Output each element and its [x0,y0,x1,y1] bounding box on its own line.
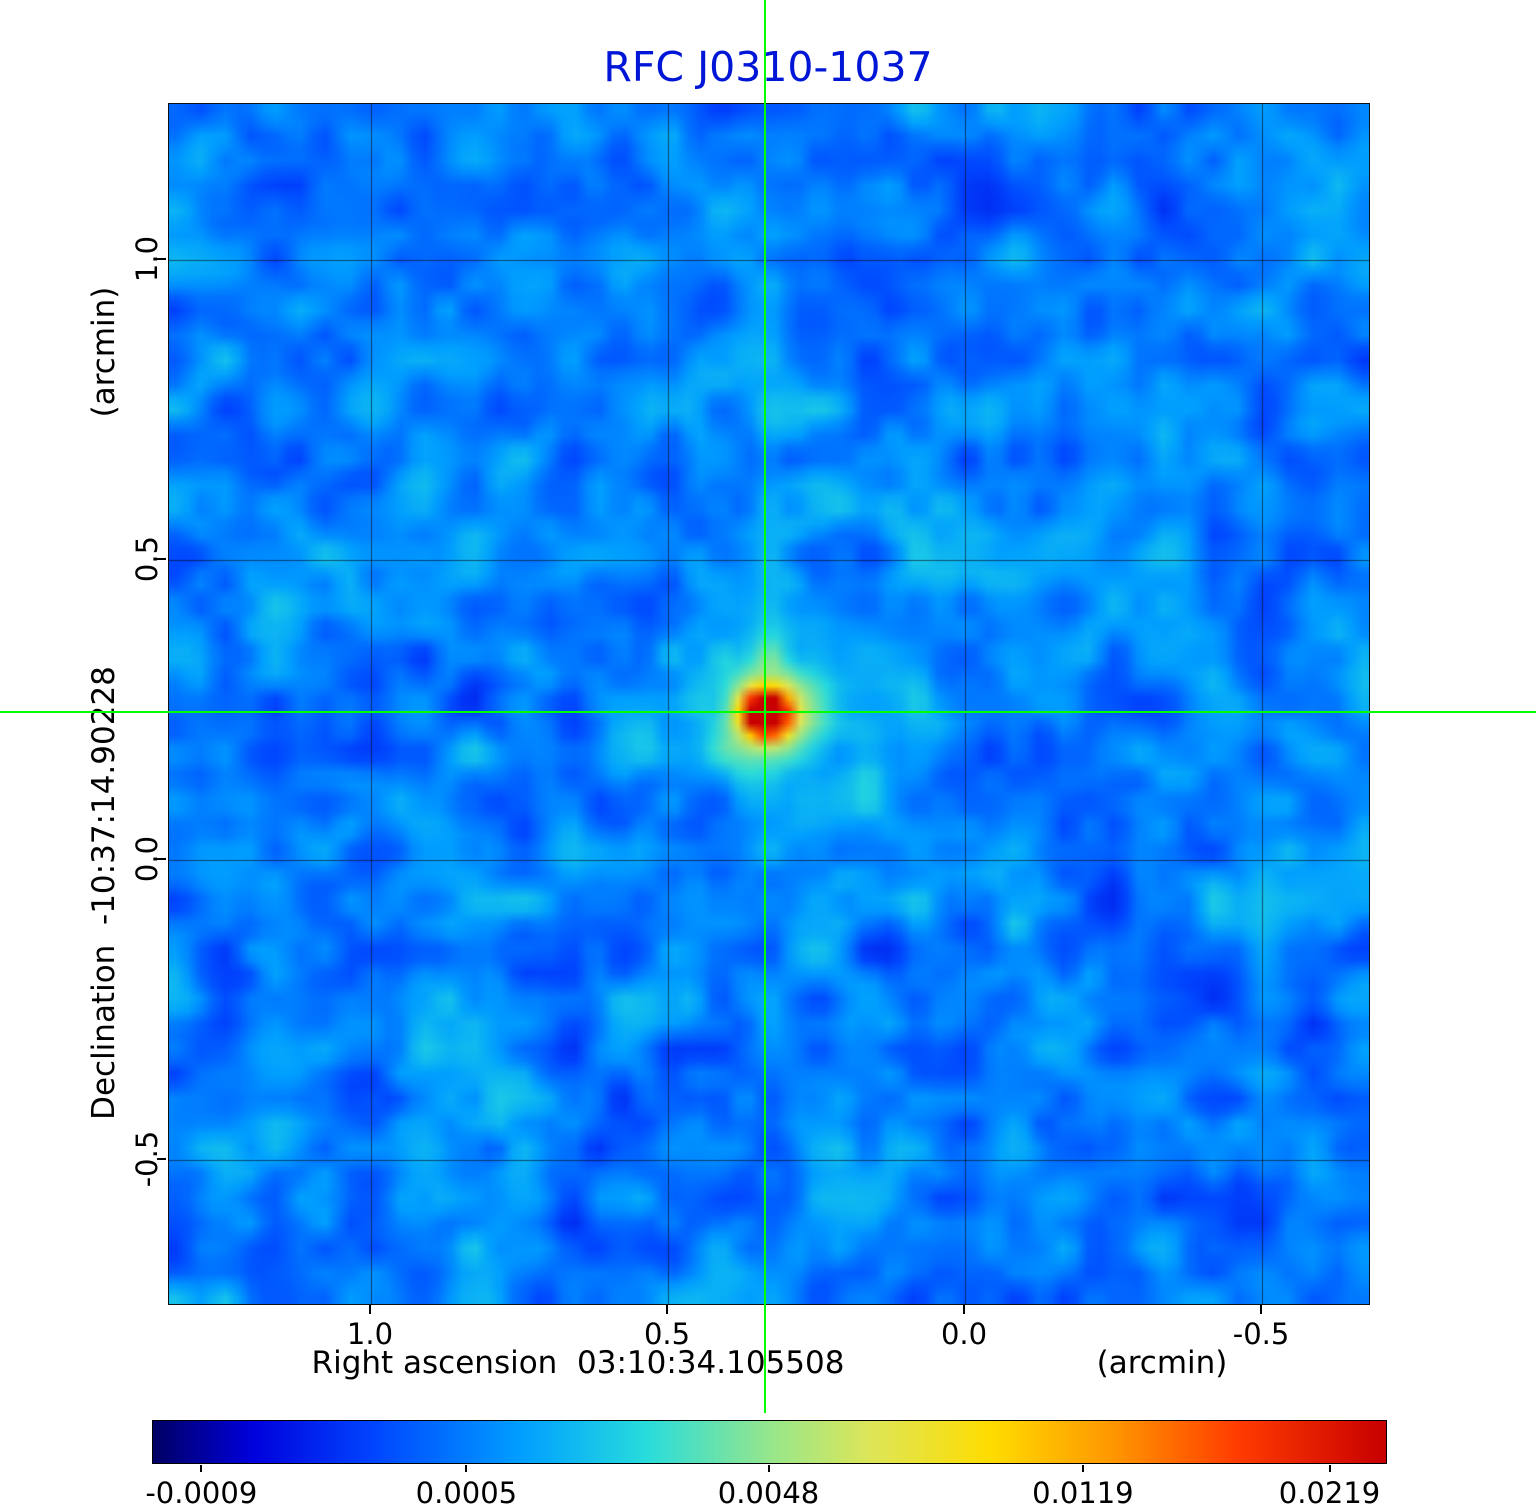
x-tick-mark [963,1305,966,1314]
y-tick-mark [157,258,166,260]
colorbar-tick-mark [200,1465,203,1472]
y-tick-mark [157,858,166,860]
y-tick-label: 0.0 [130,835,164,883]
crosshair-vertical-line [764,0,767,1413]
colorbar [152,1420,1387,1464]
y-tick-label: -0.5 [130,1130,164,1188]
x-tick-mark [1260,1305,1263,1314]
y-tick-label: 1.0 [130,235,164,283]
colorbar-tick-mark [767,1465,770,1472]
x-axis-unit-label: (arcmin) [1096,1345,1228,1381]
x-tick-label: 1.0 [346,1317,394,1351]
x-tick-label: 0.5 [643,1317,691,1351]
x-tick-label: -0.5 [1232,1317,1290,1351]
y-axis-unit-label: (arcmin) [86,286,122,418]
colorbar-tick-label: 0.0119 [1032,1476,1134,1510]
colorbar-tick-label: 0.0005 [415,1476,518,1510]
x-tick-label: 0.0 [940,1317,988,1351]
colorbar-tick-label: -0.0009 [145,1476,258,1510]
colorbar-tick-label: 0.0219 [1278,1476,1381,1510]
crosshair-horizontal-line [0,711,1536,713]
colorbar-tick-label: 0.0048 [717,1476,820,1510]
colorbar-tick-mark [1081,1465,1084,1472]
colorbar-tick-mark [1328,1465,1331,1472]
x-tick-mark [368,1305,371,1314]
x-tick-mark [666,1305,668,1314]
sky-map-frame [168,103,1370,1305]
y-axis-label: Declination -10:37:14.90228 [86,666,122,1120]
y-tick-mark [157,558,166,560]
figure-title: RFC J0310-1037 [603,43,933,91]
x-axis-label: Right ascension 03:10:34.105508 [311,1345,845,1381]
y-tick-mark [157,1158,166,1160]
y-tick-label: 0.5 [130,535,164,583]
sky-map-image [169,104,1369,1304]
colorbar-tick-mark [465,1465,468,1472]
